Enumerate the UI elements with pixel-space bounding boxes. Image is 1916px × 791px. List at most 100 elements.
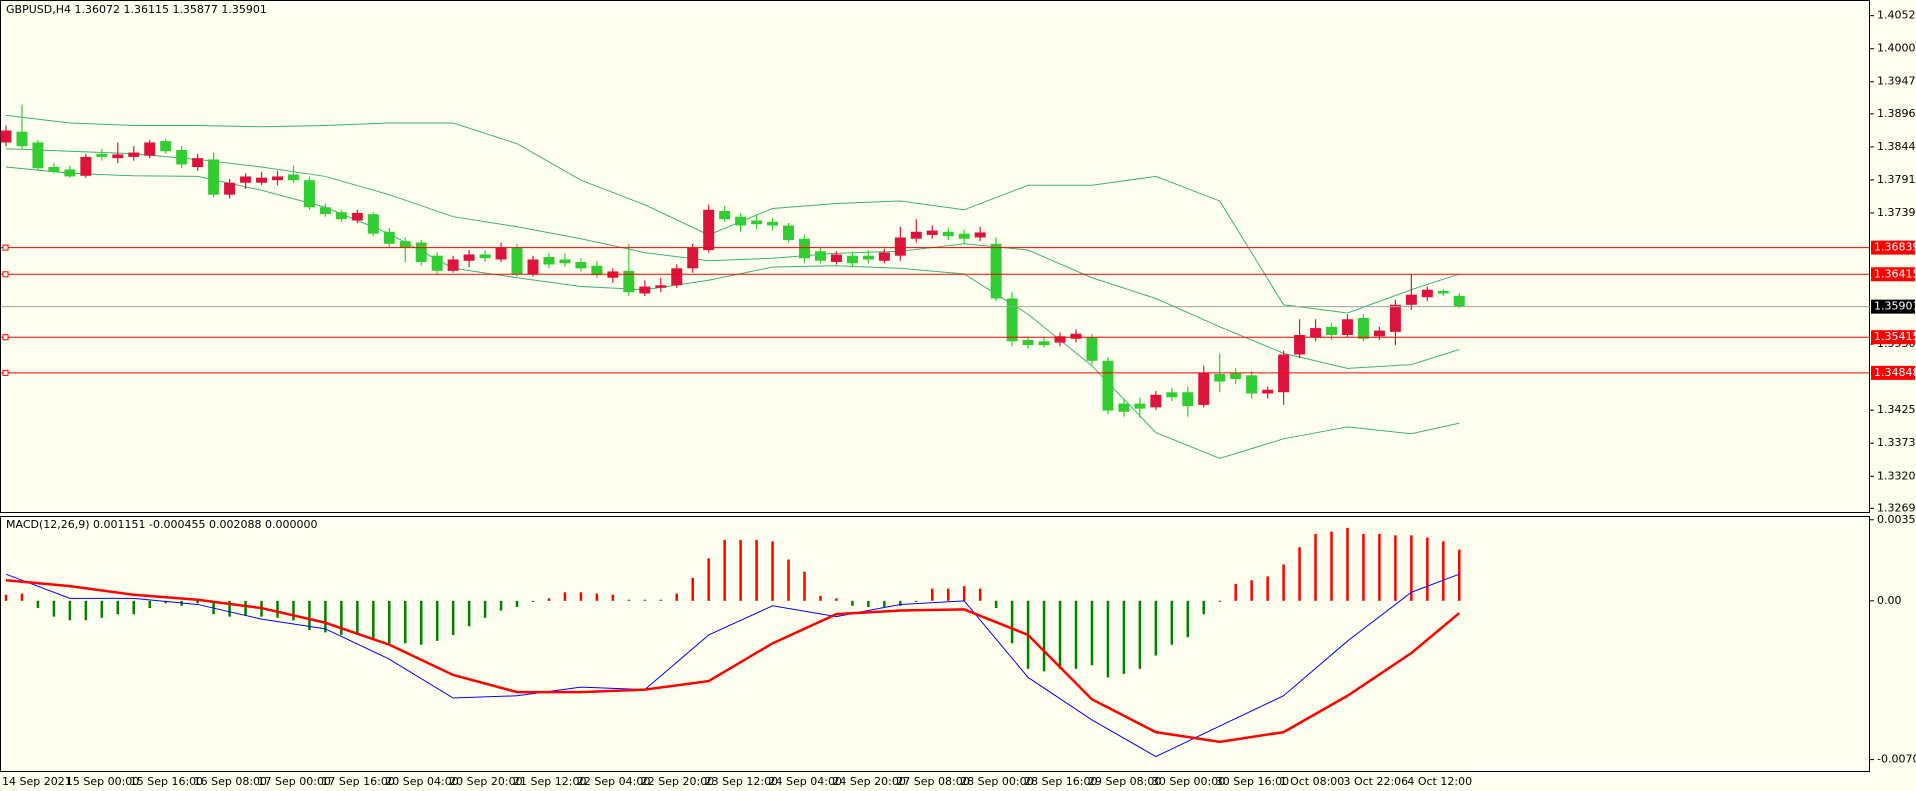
x-tick-label: 27 Sep 08:00 bbox=[896, 775, 969, 788]
candle-body bbox=[1150, 394, 1162, 408]
candle-body bbox=[319, 207, 331, 215]
candle-body bbox=[160, 141, 172, 152]
candle-body bbox=[1006, 298, 1018, 342]
histogram-bar bbox=[515, 600, 519, 607]
candle-body bbox=[1421, 289, 1433, 298]
histogram-bar bbox=[388, 600, 391, 644]
candle-body bbox=[64, 169, 76, 177]
candle-body bbox=[1453, 295, 1465, 307]
histogram-bar bbox=[787, 559, 790, 601]
candle-body bbox=[1022, 340, 1034, 346]
candle-body bbox=[559, 259, 571, 264]
macd-panel-frame bbox=[0, 516, 1870, 772]
candle-body bbox=[208, 159, 220, 195]
bid-label-box bbox=[1871, 299, 1915, 314]
line-label-box bbox=[1871, 365, 1915, 380]
y-tick-label: 1.40000 bbox=[1877, 42, 1916, 55]
histogram-bar bbox=[499, 600, 503, 611]
histogram-bar bbox=[276, 600, 279, 618]
candle-body bbox=[719, 211, 731, 220]
candle-body bbox=[575, 262, 587, 269]
histogram-bar bbox=[1154, 600, 1158, 656]
candle-body bbox=[1357, 318, 1369, 339]
candle-body bbox=[415, 242, 427, 263]
candle-body bbox=[1038, 341, 1050, 346]
histogram-bar bbox=[962, 586, 966, 601]
candle-body bbox=[846, 255, 858, 264]
macd-line bbox=[5, 579, 1461, 744]
candle-body bbox=[1405, 294, 1417, 305]
histogram-bar bbox=[116, 600, 120, 615]
y-tick-label: 0.00 bbox=[1877, 594, 1902, 607]
macd-line bbox=[5, 573, 1460, 758]
y-tick-label: -0.007025 bbox=[1877, 753, 1916, 766]
histogram-bar bbox=[579, 592, 583, 601]
candle-body bbox=[144, 142, 156, 156]
x-tick-label: 1 Oct 08:00 bbox=[1280, 775, 1345, 788]
histogram-bar bbox=[132, 600, 136, 615]
candle-body bbox=[447, 259, 459, 271]
candle-body bbox=[1182, 392, 1194, 407]
candle-body bbox=[830, 254, 842, 263]
histogram-bar bbox=[1426, 537, 1429, 601]
line-label-box bbox=[1871, 330, 1915, 345]
histogram-bar bbox=[212, 600, 215, 615]
candle-body bbox=[351, 212, 363, 221]
histogram-bar bbox=[1010, 600, 1014, 644]
candle-body bbox=[655, 285, 667, 288]
x-tick-label: 14 Sep 2021 bbox=[2, 775, 72, 788]
histogram-bar bbox=[1394, 535, 1397, 601]
price-panel-frame bbox=[0, 0, 1870, 513]
candle-body bbox=[431, 255, 443, 271]
histogram-bar bbox=[292, 600, 295, 621]
line-label: 1.35415 bbox=[1874, 330, 1916, 343]
x-tick-label: 15 Sep 16:00 bbox=[130, 775, 203, 788]
histogram-bar bbox=[1042, 600, 1046, 672]
x-tick-label: 15 Sep 00:00 bbox=[66, 775, 139, 788]
histogram-bar bbox=[435, 600, 439, 641]
candle-body bbox=[1262, 389, 1274, 394]
x-tick-label: 16 Sep 08:00 bbox=[194, 775, 267, 788]
x-tick-label: 17 Sep 00:00 bbox=[258, 775, 331, 788]
candle-body bbox=[511, 247, 523, 274]
candle-body bbox=[958, 233, 970, 239]
candle-body bbox=[303, 180, 315, 208]
histogram-bar bbox=[1234, 583, 1237, 601]
histogram-bar bbox=[36, 600, 40, 609]
histogram-bar bbox=[1090, 600, 1094, 666]
y-tick-label: 1.34255 bbox=[1877, 403, 1916, 416]
candle-body bbox=[1326, 326, 1338, 335]
histogram-bar bbox=[915, 600, 918, 602]
candle-body bbox=[1166, 392, 1178, 398]
histogram-bar bbox=[308, 600, 311, 630]
histogram-bar bbox=[595, 593, 599, 601]
histogram-bar bbox=[1170, 600, 1174, 645]
line-anchor bbox=[2, 369, 9, 376]
y-tick-label: 0.003588 bbox=[1877, 513, 1916, 526]
candle-body bbox=[1389, 304, 1401, 332]
y-tick-label: 1.33730 bbox=[1877, 436, 1916, 449]
candle-body bbox=[32, 142, 44, 169]
y-tick-label: 1.37915 bbox=[1877, 173, 1916, 186]
candle-body bbox=[974, 232, 986, 238]
candle-body bbox=[1070, 333, 1082, 339]
histogram-bar bbox=[531, 600, 535, 602]
histogram-bar bbox=[819, 595, 822, 601]
histogram-bar bbox=[803, 571, 806, 601]
candle-body bbox=[814, 251, 826, 261]
histogram-bar bbox=[883, 600, 886, 607]
x-tick-label: 30 Sep 16:00 bbox=[1216, 775, 1289, 788]
candle-body bbox=[543, 256, 555, 265]
line-label-box bbox=[1871, 240, 1915, 255]
histogram-bar bbox=[68, 600, 72, 621]
line-label-box bbox=[1871, 267, 1915, 282]
histogram-bar bbox=[1378, 533, 1381, 601]
histogram-bar bbox=[1442, 541, 1445, 601]
bid-label: 1.35901 bbox=[1874, 300, 1916, 313]
candle-body bbox=[367, 214, 379, 234]
x-tick-label: 22 Sep 04:00 bbox=[577, 775, 650, 788]
histogram-bar bbox=[1346, 527, 1349, 601]
histogram-bar bbox=[835, 598, 838, 601]
histogram-bar bbox=[356, 600, 359, 635]
